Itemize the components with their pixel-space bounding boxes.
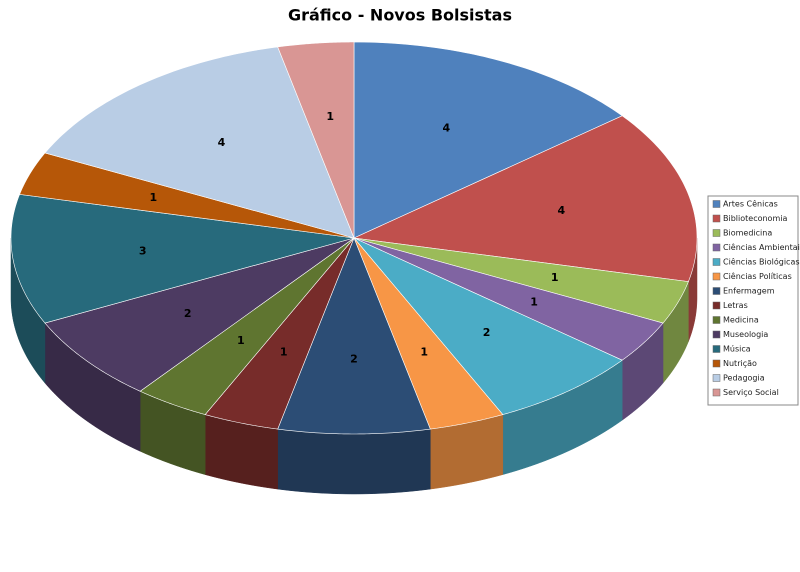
legend-swatch xyxy=(712,359,721,368)
legend-swatch xyxy=(712,214,721,223)
legend-box xyxy=(707,195,799,406)
slice xyxy=(277,41,355,239)
legend-swatch xyxy=(712,287,721,295)
legend-swatch xyxy=(712,272,721,281)
data-label: 1 xyxy=(326,110,334,123)
legend-label: Artes Cênicas xyxy=(723,199,778,209)
legend-label: Ciências Biológicas xyxy=(723,257,800,267)
slice-side xyxy=(277,428,431,495)
legend-swatch xyxy=(712,330,721,339)
data-label: 2 xyxy=(184,307,192,320)
slice xyxy=(352,115,698,282)
legend-label: Serviço Social xyxy=(723,388,779,397)
slice xyxy=(353,237,689,324)
data-label: 1 xyxy=(280,346,288,359)
legend-swatch xyxy=(712,229,721,237)
slice xyxy=(353,41,623,239)
data-label: 4 xyxy=(442,122,450,135)
slice xyxy=(277,237,431,435)
data-label: 4 xyxy=(558,204,566,217)
slice xyxy=(204,237,355,430)
slice xyxy=(10,194,355,324)
data-label: 1 xyxy=(237,334,245,347)
legend-label: Música xyxy=(723,345,751,354)
data-label: 3 xyxy=(139,245,147,258)
slice xyxy=(19,152,355,239)
legend: Artes Cênicas Biblioteconomia Biomedicina C… xyxy=(707,195,800,406)
data-label: 1 xyxy=(551,271,559,284)
pie-tops xyxy=(10,41,698,435)
legend-swatch xyxy=(712,345,721,353)
legend-label: Ciências Ambientais xyxy=(723,242,800,252)
pie-sides xyxy=(10,237,698,495)
data-label: 1 xyxy=(530,296,538,309)
slice xyxy=(139,237,355,415)
slice xyxy=(353,237,623,415)
legend-swatch xyxy=(712,200,721,208)
data-label: 2 xyxy=(350,353,358,366)
legend-label: Biomedicina xyxy=(723,229,772,238)
legend-swatch xyxy=(712,388,721,397)
legend-label: Biblioteconomia xyxy=(723,214,787,223)
legend-label: Enfermagem xyxy=(723,287,775,296)
data-label: 2 xyxy=(483,326,491,339)
legend-swatch xyxy=(712,374,721,382)
legend-swatch xyxy=(712,243,721,252)
data-label: 4 xyxy=(218,136,226,149)
legend-label: Medicina xyxy=(723,316,759,325)
legend-label: Museologia xyxy=(723,330,768,339)
legend-label: Letras xyxy=(723,301,748,310)
legend-swatch xyxy=(712,301,721,310)
slice xyxy=(353,237,504,430)
slice xyxy=(353,237,664,361)
legend-label: Nutrição xyxy=(723,359,757,368)
legend-swatch xyxy=(712,258,721,266)
data-label: 1 xyxy=(149,191,157,204)
slice xyxy=(44,237,355,392)
slice xyxy=(44,46,355,239)
data-label: 1 xyxy=(420,346,428,359)
legend-label: Ciências Políticas xyxy=(723,271,792,281)
legend-label: Pedagogia xyxy=(723,374,765,383)
chart-title: Gráfico - Novos Bolsistas xyxy=(288,6,512,25)
legend-swatch xyxy=(712,316,721,324)
